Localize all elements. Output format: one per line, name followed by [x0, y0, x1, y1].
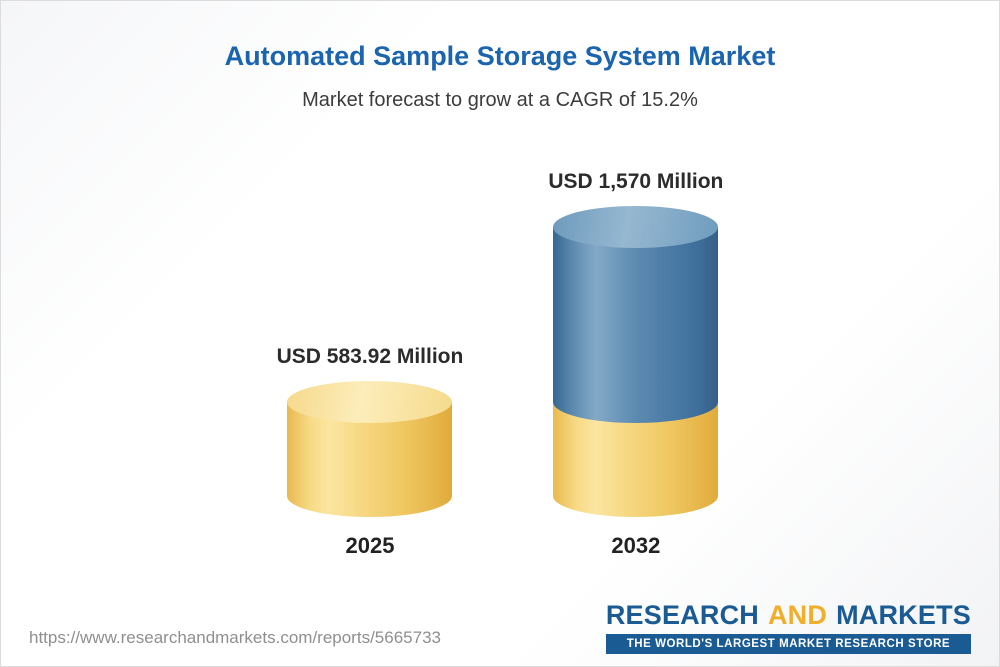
logo-wordmark: RESEARCH AND MARKETS — [606, 600, 971, 631]
cylinder-2025-top-ellipse — [287, 381, 453, 423]
year-label-2025: 2025 — [345, 533, 395, 558]
cylinder-2032-top-ellipse — [553, 206, 719, 248]
chart-area: USD 583.92 Million 2025 USD 1,570 Millio… — [1, 167, 999, 559]
logo-word-research: RESEARCH — [605, 600, 759, 630]
logo-word-and: AND — [767, 600, 828, 630]
bar-group-2032: USD 1,570 Million 2032 — [548, 170, 723, 559]
cylinder-2032-growth-segment — [553, 227, 719, 423]
report-url: https://www.researchandmarkets.com/repor… — [29, 628, 441, 647]
logo-tagline: THE WORLD'S LARGEST MARKET RESEARCH STOR… — [605, 634, 971, 654]
chart-title: Automated Sample Storage System Market — [224, 41, 776, 71]
logo-word-markets: MARKETS — [836, 600, 971, 630]
value-label-2025: USD 583.92 Million — [276, 345, 464, 368]
chart-subtitle: Market forecast to grow at a CAGR of 15.… — [302, 89, 698, 111]
researchandmarkets-logo: RESEARCH AND MARKETS THE WORLD'S LARGEST… — [605, 600, 971, 654]
year-label-2032: 2032 — [611, 533, 661, 558]
cylinder-2032 — [553, 206, 719, 517]
value-label-2032: USD 1,570 Million — [548, 170, 724, 193]
cylinder-2025 — [287, 381, 453, 517]
bar-group-2025: USD 583.92 Million 2025 — [277, 345, 464, 559]
